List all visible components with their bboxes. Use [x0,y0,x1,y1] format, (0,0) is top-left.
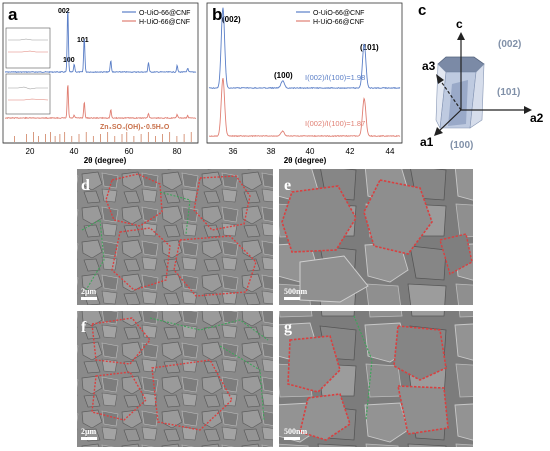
panel-b-xlabel: 2θ (degree) [284,156,327,165]
panel-b: b O-UiO-66@CNF H-UiO-66@CNF (002) (100) … [206,2,403,165]
panel-a-tick-20: 20 [26,147,35,156]
panel-b-label-100: (100) [274,71,293,80]
panel-f: f 2μm [77,311,273,447]
panel-g: g 500nm [279,311,473,447]
axis-a3-line [439,79,462,111]
panel-g-scale-bar [284,437,300,440]
panel-a-inset-top [5,27,51,69]
axis-a1-arrowhead [434,127,443,136]
xrd-trace-o-uio-66-cnf [208,7,401,90]
panel-b-ratio-h: I(002)/I(100)=1.87 [305,119,365,128]
panel-f-scale-bar [81,437,97,440]
axis-c-arrowhead [457,32,465,40]
axis-c-label: c [456,17,463,31]
panel-a-xlabel: 2θ (degree) [84,156,127,165]
panel-b-series-h [209,77,401,138]
axis-a3-arrowhead [436,74,444,84]
panel-b-tick-42: 42 [346,147,355,156]
axis-a1-label: a1 [420,135,434,149]
panel-b-label-101: (101) [360,43,379,52]
panel-a-legend-o: O-UiO-66@CNF [139,10,190,17]
panel-b-label-002: (002) [222,15,241,24]
panel-d-scale-bar [81,297,97,300]
panel-b-tick-38: 38 [267,147,276,156]
axis-a3-label: a3 [422,59,436,73]
panel-b-xaxis: 36 38 40 42 44 2θ (degree) [207,142,402,165]
panel-c: c c a2 a1 a3 (002) (101) (100) [418,2,544,151]
panel-a-tick-60: 60 [125,147,134,156]
panel-a-reference-label: Zn₄SO₄(OH)₆·0.5H₂O [100,124,170,131]
panel-e-letter: e [284,177,291,194]
panel-c-letter: c [418,2,426,19]
panel-f-letter: f [81,319,87,336]
panel-g-scale-label: 500nm [284,427,307,436]
axis-a2-label: a2 [530,111,544,125]
panel-a-xaxis: 20 40 60 80 2θ (degree) [3,142,198,165]
panel-e: e 500nm [279,169,473,305]
hexagonal-crystal-diagram [435,56,485,130]
xrd-trace-h-uio-66-cnf [4,85,197,120]
panel-a-reference-ticks [14,132,192,142]
panel-b-legend-h: H-UiO-66@CNF [313,19,364,26]
panel-f-sem-image [77,311,273,447]
panel-g-sem-image [279,311,473,447]
panel-a-label-002: 002 [58,8,70,15]
panel-b-ratio-o: I(002)/I(100)=1.98 [305,73,365,82]
panel-a: a 002 101 100 O-UiO-66@CNF H-UiO-66@CNF … [2,2,199,165]
panel-b-letter: b [212,5,222,24]
panel-b-tick-36: 36 [229,147,238,156]
panel-a-series-o [5,11,197,74]
panel-a-series-h [4,85,197,120]
panel-b-tick-40: 40 [306,147,315,156]
panel-e-sem-image [279,169,473,305]
axis-a2-arrowhead [524,106,532,114]
face-101-label: (101) [497,87,520,98]
face-002-label: (002) [498,39,521,50]
panel-d-scale-label: 2μm [81,287,97,296]
panel-g-letter: g [284,319,292,336]
xrd-trace-h-uio-66-cnf [209,77,401,138]
panel-d: d 2μm [77,169,273,305]
panel-e-scale-bar [284,297,300,300]
panel-d-letter: d [81,177,90,194]
panel-d-sem-image [77,169,273,305]
panel-b-tick-44: 44 [386,147,395,156]
face-100-label: (100) [450,140,473,151]
panel-a-letter: a [8,5,18,24]
panel-a-tick-40: 40 [70,147,79,156]
panel-a-legend-h: H-UiO-66@CNF [139,19,190,26]
panel-a-tick-80: 80 [173,147,182,156]
panel-a-inset-bottom [5,73,51,115]
panel-f-scale-label: 2μm [81,427,97,436]
panel-e-scale-label: 500nm [284,287,307,296]
xrd-trace-o-uio-66-cnf [5,11,197,74]
axis-a1-line [437,109,462,133]
panel-b-series-o [208,7,401,90]
panel-a-label-101: 101 [77,37,89,44]
top-row-figures: a 002 101 100 O-UiO-66@CNF H-UiO-66@CNF … [2,2,544,165]
panel-b-legend-o: O-UiO-66@CNF [313,10,364,17]
